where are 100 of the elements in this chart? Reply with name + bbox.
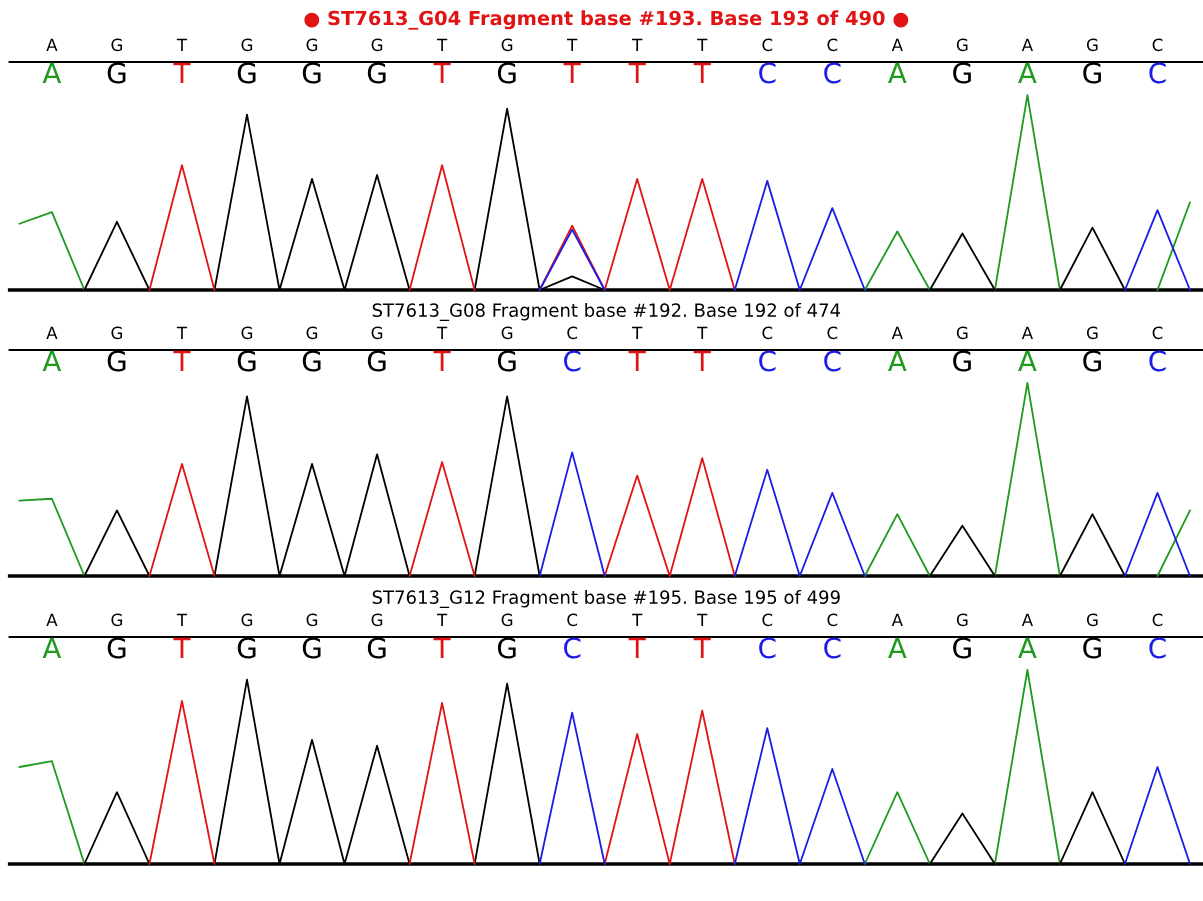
chart-title: ST7613_G08 Fragment base #192. Base 192 of 474 bbox=[372, 303, 841, 321]
x-tick-label: T bbox=[632, 613, 643, 626]
x-tick-label: G bbox=[306, 38, 318, 52]
x-tick-label: G bbox=[501, 38, 513, 52]
x-tick-label: G bbox=[111, 326, 123, 340]
category-label: C bbox=[759, 350, 776, 372]
x-tick-label: G bbox=[956, 38, 968, 52]
x-tick-label: A bbox=[1021, 38, 1033, 51]
x-tick-label: C bbox=[1152, 613, 1163, 627]
category-label: G bbox=[237, 62, 256, 84]
x-tick-label: A bbox=[46, 38, 58, 51]
category-label: G bbox=[497, 637, 516, 659]
category-label: T bbox=[173, 637, 191, 659]
x-tick-label: G bbox=[501, 613, 513, 627]
x-tick-label: T bbox=[697, 613, 708, 626]
x-tick-label: G bbox=[306, 326, 318, 340]
x-tick-label: C bbox=[762, 326, 773, 340]
x-tick-label: T bbox=[632, 326, 643, 339]
category-label: G bbox=[497, 62, 516, 84]
category-label: T bbox=[628, 637, 646, 659]
x-tick-label: G bbox=[371, 326, 383, 340]
category-label: G bbox=[953, 637, 971, 659]
x-tick-label: T bbox=[697, 38, 708, 51]
x-tick-label: A bbox=[891, 326, 903, 339]
x-tick-label: G bbox=[371, 613, 383, 627]
category-label: C bbox=[564, 350, 581, 372]
x-tick-label: T bbox=[176, 613, 188, 626]
category-label: C bbox=[759, 637, 776, 659]
category-label: G bbox=[367, 350, 386, 372]
x-tick-label: T bbox=[436, 613, 448, 626]
category-label: A bbox=[888, 350, 907, 372]
category-label: G bbox=[107, 637, 126, 659]
x-tick-label: A bbox=[1021, 326, 1033, 339]
category-label: A bbox=[42, 637, 62, 659]
category-label: T bbox=[433, 62, 451, 84]
x-tick-label: A bbox=[1021, 613, 1033, 626]
category-label: G bbox=[953, 350, 971, 372]
category-label: C bbox=[1149, 62, 1166, 84]
category-label: A bbox=[42, 62, 62, 84]
x-tick-label: G bbox=[241, 38, 253, 52]
category-label: T bbox=[628, 62, 646, 84]
category-label: G bbox=[1083, 62, 1101, 84]
x-tick-label: G bbox=[111, 38, 123, 52]
category-label: T bbox=[693, 350, 711, 372]
x-tick-label: C bbox=[827, 613, 838, 627]
x-tick-label: C bbox=[827, 38, 838, 52]
x-tick-label: T bbox=[436, 38, 448, 51]
category-label: T bbox=[628, 350, 646, 372]
x-tick-label: T bbox=[632, 38, 643, 51]
category-label: G bbox=[107, 62, 126, 84]
category-label: G bbox=[367, 62, 386, 84]
category-label: A bbox=[888, 62, 907, 84]
category-label: G bbox=[1083, 637, 1101, 659]
category-label: C bbox=[1149, 637, 1166, 659]
category-label: T bbox=[563, 62, 581, 84]
x-tick-label: T bbox=[176, 326, 188, 339]
category-label: T bbox=[693, 62, 711, 84]
category-label: C bbox=[759, 62, 776, 84]
category-label: C bbox=[1149, 350, 1166, 372]
category-label: G bbox=[302, 350, 321, 372]
chart-title: ● ST7613_G04 Fragment base #193. Base 193 of 490 ● bbox=[304, 10, 909, 30]
category-label: G bbox=[367, 637, 386, 659]
category-label: C bbox=[824, 62, 841, 84]
x-tick-label: C bbox=[762, 38, 773, 52]
category-label: T bbox=[693, 637, 711, 659]
x-tick-label: A bbox=[891, 613, 903, 626]
x-tick-label: A bbox=[891, 38, 903, 51]
category-label: G bbox=[237, 637, 256, 659]
x-tick-label: C bbox=[1152, 38, 1163, 52]
category-label: C bbox=[564, 637, 581, 659]
x-tick-label: G bbox=[241, 613, 253, 627]
category-label: A bbox=[1018, 350, 1037, 372]
category-label: G bbox=[302, 62, 321, 84]
category-label: A bbox=[1018, 62, 1037, 84]
x-tick-label: C bbox=[827, 326, 838, 340]
x-tick-label: G bbox=[956, 326, 968, 340]
x-tick-label: G bbox=[501, 326, 513, 340]
x-tick-label: A bbox=[46, 326, 58, 339]
x-tick-label: C bbox=[1152, 326, 1163, 340]
category-label: G bbox=[107, 350, 126, 372]
x-tick-label: T bbox=[436, 326, 448, 339]
category-label: C bbox=[824, 350, 841, 372]
x-tick-label: G bbox=[241, 326, 253, 340]
x-tick-label: G bbox=[1086, 613, 1098, 627]
category-label: G bbox=[497, 350, 516, 372]
x-tick-label: C bbox=[762, 613, 773, 627]
category-label: G bbox=[237, 350, 256, 372]
category-label: T bbox=[433, 637, 451, 659]
x-tick-label: C bbox=[567, 326, 578, 340]
category-label: T bbox=[433, 350, 451, 372]
category-label: G bbox=[953, 62, 971, 84]
category-label: G bbox=[302, 637, 321, 659]
category-label: A bbox=[888, 637, 907, 659]
x-tick-label: T bbox=[697, 326, 708, 339]
x-tick-label: C bbox=[567, 613, 578, 627]
category-label: T bbox=[173, 62, 191, 84]
x-tick-label: G bbox=[111, 613, 123, 627]
category-label: T bbox=[173, 350, 191, 372]
x-tick-label: G bbox=[956, 613, 968, 627]
x-tick-label: A bbox=[46, 613, 58, 626]
